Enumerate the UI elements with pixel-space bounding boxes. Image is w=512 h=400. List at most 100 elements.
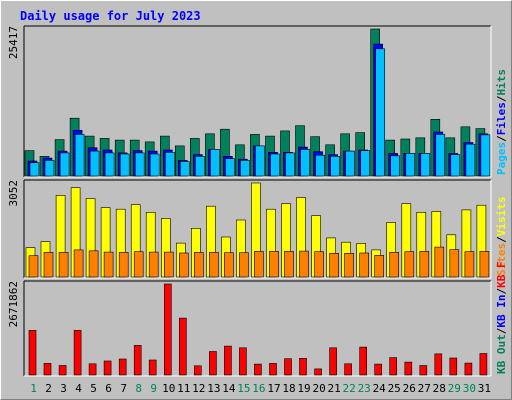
bar-kb_in-day-4 xyxy=(73,330,82,376)
bar-sites-day-7 xyxy=(118,252,129,278)
bar-kb_in-day-20 xyxy=(314,368,322,376)
bar-sites-day-12 xyxy=(194,252,204,278)
day-label: 19 xyxy=(297,382,310,395)
bar-sites-day-9 xyxy=(148,251,159,278)
day-label: 18 xyxy=(282,382,295,395)
bar-sites-day-23 xyxy=(359,252,370,278)
bar-sites-day-1 xyxy=(28,255,39,278)
bar-pages-day-13 xyxy=(210,149,220,177)
day-label: 4 xyxy=(75,382,82,395)
day-label: 2 xyxy=(45,382,52,395)
panel-bottom-max-label: 2671862 xyxy=(7,281,20,327)
bar-pages-day-30 xyxy=(465,143,476,177)
bar-sites-day-19 xyxy=(299,250,309,278)
bar-kb_in-day-29 xyxy=(449,357,458,376)
bar-kb_in-day-8 xyxy=(133,345,142,376)
bar-kb_in-day-3 xyxy=(58,365,67,376)
bar-pages-day-3 xyxy=(59,152,70,177)
legend-entry: Sites xyxy=(495,243,508,276)
day-label: 15 xyxy=(237,382,250,395)
bar-kb_in-day-11 xyxy=(179,317,187,376)
bar-kb_in-day-26 xyxy=(404,361,413,376)
legend-entry: KB F xyxy=(495,261,508,288)
day-label: 13 xyxy=(207,382,220,395)
bar-kb_in-day-10 xyxy=(164,283,172,376)
panel-middle-legend: Sites/Visits xyxy=(495,197,508,277)
panel-top-legend: Pages/Files/Hits xyxy=(495,69,508,175)
bar-sites-day-18 xyxy=(284,251,294,278)
bar-sites-day-8 xyxy=(133,251,144,278)
legend-entry: Hits xyxy=(495,69,508,96)
day-label: 28 xyxy=(433,382,446,395)
bar-kb_in-day-18 xyxy=(284,358,292,376)
bar-pages-day-27 xyxy=(420,153,431,177)
day-label: 12 xyxy=(192,382,205,395)
bar-sites-day-11 xyxy=(179,252,189,278)
day-label: 27 xyxy=(418,382,431,395)
bar-pages-day-7 xyxy=(119,153,130,177)
day-label: 14 xyxy=(222,382,236,395)
panel-middle-max-label: 3052 xyxy=(7,180,20,207)
day-label: 6 xyxy=(105,382,112,395)
day-label: 3 xyxy=(60,382,67,395)
day-label: 8 xyxy=(135,382,142,395)
bar-sites-day-10 xyxy=(164,251,174,278)
chart-title: Daily usage for July 2023 xyxy=(20,9,201,23)
bar-kb_in-day-2 xyxy=(43,363,52,376)
bar-kb_in-day-15 xyxy=(239,347,247,376)
panel-bottom-area xyxy=(24,281,491,376)
day-label: 21 xyxy=(327,382,340,395)
bar-pages-day-12 xyxy=(195,156,205,177)
bar-sites-day-28 xyxy=(434,246,445,278)
bar-pages-day-19 xyxy=(300,149,310,177)
bar-sites-day-30 xyxy=(464,251,475,278)
bar-pages-day-23 xyxy=(360,150,371,177)
day-label: 17 xyxy=(267,382,280,395)
panel-bottom-legend: KB Out/KB In/KB F xyxy=(495,261,508,374)
bar-pages-day-21 xyxy=(330,156,340,177)
bar-kb_in-day-9 xyxy=(148,359,157,376)
bar-sites-day-17 xyxy=(269,251,279,278)
bar-pages-day-25 xyxy=(390,155,401,177)
legend-entry: / xyxy=(495,327,508,334)
bar-sites-day-21 xyxy=(329,253,339,278)
bar-sites-day-20 xyxy=(314,251,324,278)
day-label: 26 xyxy=(403,382,416,395)
day-label: 30 xyxy=(463,382,476,395)
bar-sites-day-24 xyxy=(374,255,385,278)
legend-entry: KB In xyxy=(495,295,508,328)
day-label: 25 xyxy=(388,382,401,395)
bar-kb_in-day-28 xyxy=(434,353,443,376)
day-label: 20 xyxy=(312,382,325,395)
bar-pages-day-17 xyxy=(270,153,280,177)
bar-pages-day-16 xyxy=(255,145,265,177)
bar-sites-day-2 xyxy=(43,252,54,278)
bar-sites-day-15 xyxy=(239,252,249,278)
day-label: 22 xyxy=(342,382,355,395)
day-label: 1 xyxy=(30,382,37,395)
day-label: 24 xyxy=(373,382,387,395)
bar-sites-day-16 xyxy=(254,251,264,278)
bar-kb_in-day-30 xyxy=(464,362,473,376)
legend-entry: / xyxy=(495,288,508,295)
bar-kb_in-day-27 xyxy=(419,365,428,376)
bar-sites-day-4 xyxy=(73,249,84,278)
bar-sites-day-29 xyxy=(449,249,460,278)
bar-pages-day-5 xyxy=(89,150,100,177)
bar-pages-day-14 xyxy=(225,158,235,177)
bar-kb_in-day-6 xyxy=(103,360,112,376)
bar-pages-day-20 xyxy=(315,154,325,177)
bar-pages-day-18 xyxy=(285,152,295,177)
day-label: 31 xyxy=(478,382,491,395)
legend-entry: / xyxy=(495,135,508,142)
bar-kb_in-day-17 xyxy=(269,363,277,376)
bar-pages-day-28 xyxy=(435,134,446,177)
bar-sites-day-6 xyxy=(103,251,114,278)
legend-entry: / xyxy=(495,236,508,243)
bar-kb_in-day-24 xyxy=(374,363,383,376)
bar-pages-day-10 xyxy=(165,152,175,177)
bar-sites-day-31 xyxy=(479,251,490,278)
legend-entry: KB Out xyxy=(495,334,508,374)
bar-sites-day-3 xyxy=(58,252,69,278)
